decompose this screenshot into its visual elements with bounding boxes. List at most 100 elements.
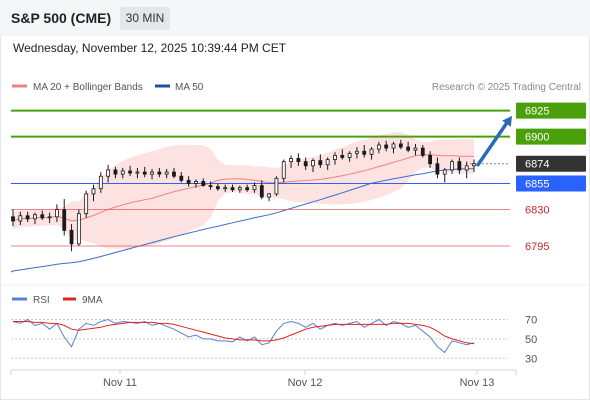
candle	[252, 182, 257, 193]
level-tag-6855	[516, 175, 586, 192]
rsi-line	[12, 318, 475, 354]
candle-body	[340, 154, 345, 158]
candle	[18, 211, 23, 226]
candle	[303, 157, 308, 170]
candle-body	[435, 163, 440, 175]
candle	[384, 140, 389, 152]
candle	[25, 211, 30, 223]
candle-body	[457, 161, 462, 171]
candle-body	[347, 152, 352, 158]
candle-body	[406, 146, 411, 151]
candle	[391, 141, 396, 154]
candle-body	[355, 150, 359, 154]
candle	[406, 141, 411, 153]
candle-body	[252, 185, 257, 191]
candle	[215, 183, 220, 191]
candle	[120, 167, 125, 179]
candle-body	[172, 171, 176, 177]
candle	[201, 178, 206, 187]
candle-body	[150, 171, 154, 175]
candle	[333, 152, 337, 165]
candle	[245, 184, 250, 192]
level-label-6855: 6855	[525, 179, 549, 191]
chart-header: S&P 500 (CME) 30 MIN	[0, 0, 590, 36]
price-pane: 6925 6900 6874 6855 6830 6795	[10, 102, 586, 273]
rsi-ma-line	[13, 321, 475, 345]
candle	[347, 151, 352, 162]
candle	[55, 204, 59, 223]
candle-body	[398, 143, 403, 148]
candle	[172, 167, 176, 179]
candle	[355, 147, 359, 159]
candle-body	[267, 193, 272, 198]
candle-body	[186, 179, 191, 184]
candle-body	[325, 159, 330, 166]
candle-body	[333, 154, 337, 160]
candle	[428, 151, 432, 168]
candle	[398, 139, 403, 150]
candle-body	[420, 147, 425, 156]
rsi-tick-label: 70	[525, 315, 537, 327]
candle	[450, 159, 454, 175]
interval-button[interactable]: 30 MIN	[120, 7, 170, 30]
candle-body	[208, 185, 213, 188]
candle-body	[428, 154, 432, 165]
candle-body	[237, 187, 242, 191]
rsi-tick-label: 30	[525, 353, 537, 365]
candle	[76, 209, 81, 246]
candle	[472, 159, 476, 173]
candle-body	[55, 209, 59, 218]
candle	[11, 209, 15, 227]
candle-body	[376, 144, 381, 150]
candle	[296, 153, 301, 166]
candle-body	[384, 144, 389, 149]
candle	[369, 147, 374, 160]
candle	[62, 199, 67, 236]
candle	[113, 166, 118, 179]
candle-body	[464, 165, 469, 171]
target-arrow-head	[502, 115, 512, 127]
level-label-6900: 6900	[525, 132, 549, 144]
rsi-legend-label: RSI	[33, 295, 50, 306]
timestamp: Wednesday, November 12, 2025 10:39:44 PM…	[13, 41, 287, 55]
candle	[142, 166, 147, 178]
candle-body	[296, 158, 301, 163]
candle	[281, 159, 286, 183]
candle	[318, 154, 323, 168]
candle	[98, 172, 103, 193]
candle-body	[25, 215, 30, 220]
candle	[259, 180, 264, 200]
instrument-title: S&P 500 (CME)	[11, 10, 112, 26]
candle	[267, 192, 272, 202]
candle-body	[194, 181, 198, 184]
candle	[413, 143, 418, 156]
candle-body	[259, 185, 264, 198]
candle-body	[98, 175, 103, 190]
level-tag-6925	[516, 102, 586, 119]
candle	[311, 158, 315, 173]
candle	[69, 224, 74, 252]
candle-body	[311, 160, 315, 167]
candle-body	[33, 214, 37, 220]
candle-body	[289, 158, 293, 163]
candle	[340, 149, 345, 160]
candle-body	[76, 213, 81, 245]
time-tick-label: Nov 11	[103, 377, 137, 389]
ma20-line	[12, 154, 475, 222]
candle-body	[223, 187, 228, 190]
candle	[164, 168, 169, 179]
candle-body	[179, 175, 184, 181]
level-tag-6900	[516, 128, 586, 145]
candle-body	[442, 169, 447, 175]
bollinger-legend-label: MA 20 + Bollinger Bands	[33, 82, 143, 93]
candle	[106, 164, 111, 183]
candle-body	[281, 161, 286, 179]
level-label-6874: 6874	[525, 159, 549, 171]
ma50-line	[10, 168, 475, 273]
time-tick-label: Nov 13	[460, 377, 495, 389]
time-tick-label: Nov 12	[288, 377, 323, 389]
rsi-ma-legend-label: 9MA	[82, 295, 103, 306]
candle-body	[318, 160, 323, 166]
candle-body	[391, 143, 396, 149]
candle	[442, 167, 447, 183]
